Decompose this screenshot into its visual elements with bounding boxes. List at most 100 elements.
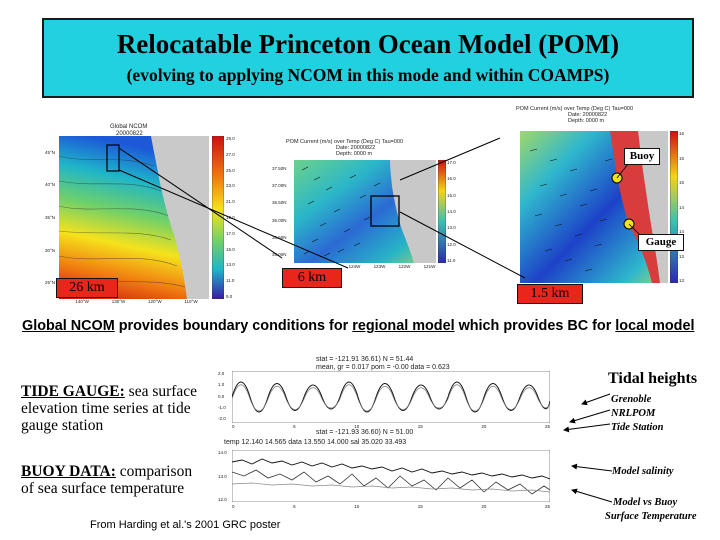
buoy-y-ticks: 14.0 13.0 12.0 bbox=[218, 450, 232, 502]
buoy-data-text: of sea surface temperature bbox=[21, 480, 185, 497]
lat-tick: 36.50N bbox=[272, 200, 287, 206]
grenoble-label: Grenoble bbox=[611, 394, 652, 405]
y-tick: 13.0 bbox=[218, 473, 227, 479]
lon-tick: 124W bbox=[348, 264, 361, 269]
tidal-heights-heading: Tidal heights bbox=[608, 370, 698, 387]
colorbar-tick: 12.0 bbox=[447, 241, 456, 247]
caption-text: provides boundary conditions for bbox=[114, 318, 353, 334]
colorbar-tick: 17.0 bbox=[447, 160, 456, 165]
global-map-header-1: Global NCOM bbox=[110, 124, 148, 130]
regional-scale-label: 6 km bbox=[282, 268, 342, 288]
gauge-marker-label: Gauge bbox=[638, 234, 684, 251]
colorbar-tick: 15.5 bbox=[679, 155, 684, 161]
buoy-plot-header: temp 12.140 14.565 data 13.550 14.000 sa… bbox=[224, 439, 407, 446]
colorbar-tick: 11.0 bbox=[447, 257, 456, 263]
colorbar-tick: 9.0 bbox=[226, 293, 233, 299]
y-tick: 14.0 bbox=[218, 450, 227, 455]
tide-gauge-text: elevation time series at tide bbox=[21, 400, 191, 417]
global-map-header-2: 20000822 bbox=[116, 131, 143, 137]
tide-time-series bbox=[232, 371, 550, 423]
colorbar-tick: 13.0 bbox=[679, 278, 684, 283]
regional-pom-panel: POM Current (m/s) over Temp (Deg C) Tau=… bbox=[272, 138, 472, 273]
colorbar-tick: 14.5 bbox=[679, 204, 684, 210]
regional-lat-ticks: 37.50N 37.00N 36.50N 36.00N 35.50N 35.00… bbox=[272, 160, 294, 263]
colorbar-tick: 23.0 bbox=[226, 183, 235, 189]
lat-tick: 40°N bbox=[45, 182, 56, 188]
lon-tick: 110°W bbox=[184, 299, 198, 304]
lon-tick: 120°W bbox=[148, 299, 162, 304]
y-tick: -2.0 bbox=[218, 416, 226, 421]
global-ncom-term: Global NCOM bbox=[22, 318, 115, 334]
buoy-data-heading: BUOY DATA: bbox=[21, 463, 116, 480]
colorbar-tick: 29.0 bbox=[226, 136, 235, 141]
local-colorbar bbox=[670, 131, 678, 283]
colorbar-tick: 15.0 bbox=[679, 180, 684, 185]
colorbar-tick: 21.0 bbox=[226, 199, 235, 205]
x-tick: 10 bbox=[354, 424, 360, 429]
y-tick: -1.0 bbox=[218, 404, 226, 410]
lat-tick: 45°N bbox=[45, 149, 56, 155]
regional-model-term: regional model bbox=[352, 318, 455, 334]
colorbar-tick: 16.0 bbox=[447, 176, 456, 182]
regional-lon-ticks: 124W 123W 122W 121W bbox=[342, 264, 442, 269]
tide-plot-panel: stat = -121.91 36.61) N = 51.44 mean, gr… bbox=[218, 355, 560, 437]
regional-colorbar-ticks: 17.0 16.0 15.0 14.0 13.0 12.0 11.0 bbox=[447, 160, 467, 263]
model-vs-buoy-label-1: Model vs Buoy bbox=[613, 497, 678, 508]
x-tick: 20 bbox=[481, 504, 487, 509]
y-tick: 2.0 bbox=[218, 371, 225, 376]
colorbar-tick: 11.0 bbox=[226, 278, 235, 284]
global-temperature-map bbox=[59, 136, 209, 299]
colorbar-tick: 15.0 bbox=[226, 246, 235, 252]
x-tick: 15 bbox=[417, 504, 423, 509]
x-tick: 10 bbox=[354, 504, 360, 509]
page-subtitle: (evolving to applying NCOM in this mode … bbox=[126, 65, 610, 85]
lat-tick: 25°N bbox=[45, 280, 56, 286]
annotation-arrows bbox=[563, 393, 613, 503]
global-colorbar-ticks: 29.0 27.0 25.0 23.0 21.0 19.0 17.0 15.0 … bbox=[226, 136, 246, 299]
regional-map-header-2: Date: 20000822 bbox=[336, 145, 376, 151]
title-banner: Relocatable Princeton Ocean Model (POM) … bbox=[42, 18, 694, 98]
lon-tick: 130°W bbox=[111, 299, 126, 304]
local-map-header-3: Depth: 0000 m bbox=[568, 118, 605, 124]
lat-tick: 35°N bbox=[45, 214, 56, 220]
lon-tick: 140°W bbox=[75, 299, 89, 304]
colorbar-tick: 14.0 bbox=[447, 208, 456, 214]
tide-x-ticks: 0 5 10 15 20 25 bbox=[232, 424, 550, 429]
regional-colorbar bbox=[438, 160, 446, 263]
x-tick: 25 bbox=[544, 424, 550, 429]
local-scale-label: 1.5 km bbox=[517, 284, 583, 304]
source-credit: From Harding et al.'s 2001 GRC poster bbox=[90, 519, 281, 531]
global-lat-ticks: 45°N 40°N 35°N 30°N 25°N bbox=[45, 136, 59, 299]
global-colorbar bbox=[212, 136, 224, 299]
colorbar-tick: 13.0 bbox=[447, 225, 456, 231]
buoy-marker-label: Buoy bbox=[624, 148, 660, 165]
nrlpom-label: NRLPOM bbox=[611, 408, 656, 419]
buoy-data-description: BUOY DATA: comparison of sea surface tem… bbox=[21, 463, 221, 497]
x-tick: 0 bbox=[232, 424, 235, 429]
lat-tick: 35.50N bbox=[272, 234, 287, 240]
buoy-x-ticks: 0 5 10 15 20 25 bbox=[232, 504, 550, 509]
x-tick: 25 bbox=[544, 504, 550, 509]
local-map-header-2: Date: 20000822 bbox=[568, 112, 608, 118]
x-tick: 5 bbox=[293, 504, 296, 509]
model-salinity-label: Model salinity bbox=[612, 466, 674, 477]
regional-map-header-3: Depth: 0000 m bbox=[336, 151, 373, 157]
lat-tick: 36.00N bbox=[272, 217, 287, 223]
boundary-conditions-caption: Global NCOM provides boundary conditions… bbox=[22, 318, 694, 334]
lon-tick: 123W bbox=[373, 264, 386, 269]
buoy-time-series bbox=[232, 450, 550, 502]
lon-tick: 122W bbox=[398, 264, 411, 269]
lat-tick: 35.00N bbox=[272, 251, 287, 257]
regional-map-header-1: POM Current (m/s) over Temp (Deg C) Tau=… bbox=[286, 139, 404, 145]
x-tick: 5 bbox=[293, 424, 296, 429]
lon-tick: 121W bbox=[423, 264, 436, 269]
colorbar-tick: 15.0 bbox=[447, 192, 456, 198]
buoy-data-text: comparison bbox=[115, 463, 193, 480]
tide-stat-line-3: stat = -121.93 36.60) N = 51.00 bbox=[316, 429, 414, 436]
regional-temperature-map bbox=[294, 160, 436, 263]
zoom-connector-lines bbox=[106, 137, 642, 279]
model-vs-buoy-label-2: Surface Temperature bbox=[605, 511, 697, 522]
x-tick: 20 bbox=[481, 424, 487, 429]
colorbar-tick: 25.0 bbox=[226, 167, 235, 173]
page-title: Relocatable Princeton Ocean Model (POM) bbox=[116, 29, 620, 59]
